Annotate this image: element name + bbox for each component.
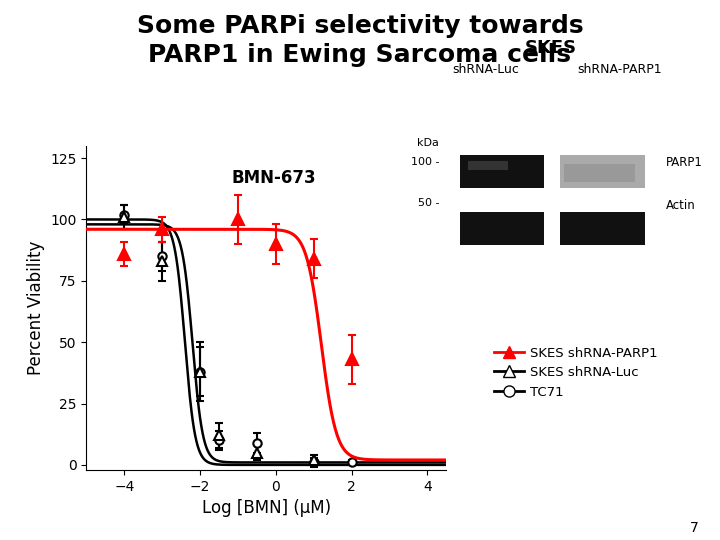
Bar bbox=[560, 154, 645, 188]
Text: Actin: Actin bbox=[666, 199, 696, 212]
X-axis label: Log [BMN] (μM): Log [BMN] (μM) bbox=[202, 499, 331, 517]
Bar bbox=[459, 154, 544, 188]
Bar bbox=[459, 212, 544, 245]
Text: SKES: SKES bbox=[525, 39, 577, 57]
Bar bbox=[560, 212, 645, 245]
Y-axis label: Percent Viability: Percent Viability bbox=[27, 241, 45, 375]
Text: BMN-673: BMN-673 bbox=[231, 169, 316, 187]
Text: 100 -: 100 - bbox=[410, 157, 439, 167]
Text: shRNA-PARP1: shRNA-PARP1 bbox=[577, 63, 662, 76]
Text: PARP1: PARP1 bbox=[666, 156, 703, 168]
Text: shRNA-Luc: shRNA-Luc bbox=[453, 63, 519, 76]
Legend: SKES shRNA-PARP1, SKES shRNA-Luc, TC71: SKES shRNA-PARP1, SKES shRNA-Luc, TC71 bbox=[489, 341, 663, 404]
Bar bbox=[468, 160, 508, 170]
Text: 7: 7 bbox=[690, 521, 698, 535]
Text: Some PARPi selectivity towards
PARP1 in Ewing Sarcoma cells: Some PARPi selectivity towards PARP1 in … bbox=[137, 14, 583, 67]
Text: 50 -: 50 - bbox=[418, 198, 439, 207]
Bar bbox=[564, 164, 635, 182]
Text: kDa: kDa bbox=[418, 138, 439, 148]
